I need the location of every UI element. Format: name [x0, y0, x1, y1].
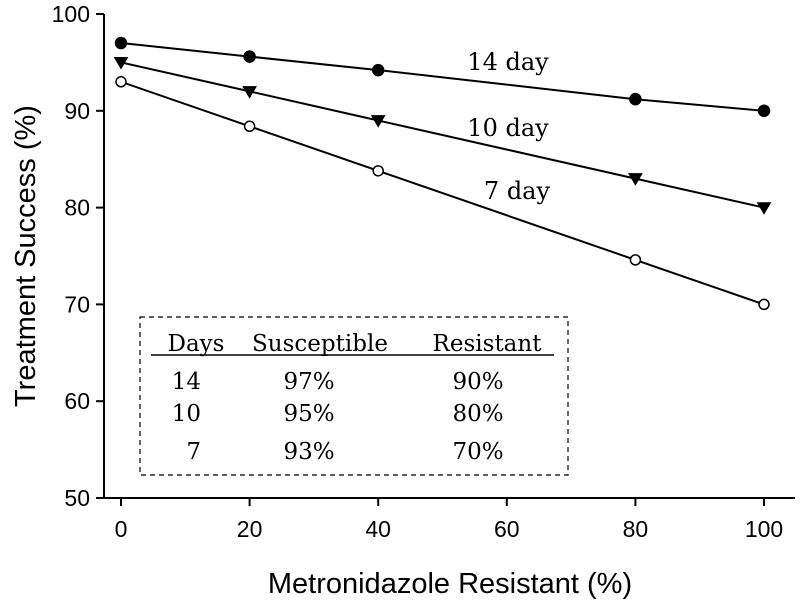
- data-point: [114, 36, 128, 50]
- data-point: [113, 57, 129, 70]
- data-point: [370, 115, 386, 128]
- y-tick-label: 100: [52, 1, 90, 27]
- inset-table: Days Susceptible Resistant 14 97% 90% 10 95% 80%…: [139, 316, 569, 476]
- y-tick-label: 60: [64, 388, 90, 414]
- series-label: 10 day: [467, 114, 549, 142]
- table-header: Susceptible: [252, 331, 388, 357]
- data-point: [115, 76, 127, 88]
- table-border: [139, 316, 569, 476]
- x-tick-label: 0: [115, 516, 128, 542]
- table-cell-resistant: 80%: [452, 401, 503, 427]
- x-tick-label: 40: [365, 516, 391, 542]
- table-cell-susceptible: 97%: [283, 369, 334, 395]
- y-tick-label: 50: [64, 485, 90, 511]
- table-header: Days: [168, 331, 225, 357]
- data-point: [628, 173, 643, 186]
- data-point: [758, 298, 770, 311]
- y-tick-label: 80: [64, 195, 90, 221]
- table-cell-susceptible: 93%: [283, 439, 334, 465]
- data-point: [372, 165, 384, 177]
- series-line: [120, 80, 765, 306]
- data-point: [371, 63, 385, 77]
- series-label: 7 day: [484, 177, 551, 205]
- table-header: Resistant: [433, 331, 543, 357]
- table-cell-days: 14: [172, 369, 201, 395]
- x-tick-label: 100: [745, 516, 783, 542]
- data-point: [629, 254, 642, 266]
- x-axis-title: Metronidazole Resistant (%): [268, 568, 632, 600]
- table-cell-susceptible: 95%: [283, 401, 334, 427]
- table-cell-days: 10: [172, 401, 201, 427]
- x-tick-label: 20: [237, 516, 263, 542]
- series-layer: [113, 36, 772, 311]
- data-point: [243, 50, 256, 63]
- x-tick-label: 60: [494, 516, 520, 542]
- y-tick-label: 90: [64, 98, 90, 124]
- table-cell-resistant: 90%: [452, 369, 503, 395]
- axes: 50 60 70 80 90 100 0 20 40 60 80 100: [52, 1, 795, 542]
- x-tick-label: 80: [623, 516, 649, 542]
- series-label: 14 day: [467, 48, 549, 76]
- data-point: [242, 86, 257, 99]
- series-line: [120, 61, 765, 209]
- series-labels: 14 day 10 day 7 day: [467, 48, 550, 205]
- series-line: [120, 42, 765, 112]
- data-point: [757, 104, 771, 118]
- data-point: [756, 202, 772, 215]
- table-cell-resistant: 70%: [452, 439, 503, 465]
- data-point: [243, 120, 256, 133]
- y-tick-label: 70: [64, 291, 90, 317]
- table-cell-days: 7: [186, 439, 201, 465]
- data-point: [629, 92, 642, 106]
- y-axis-title: Treatment Success (%): [10, 105, 42, 407]
